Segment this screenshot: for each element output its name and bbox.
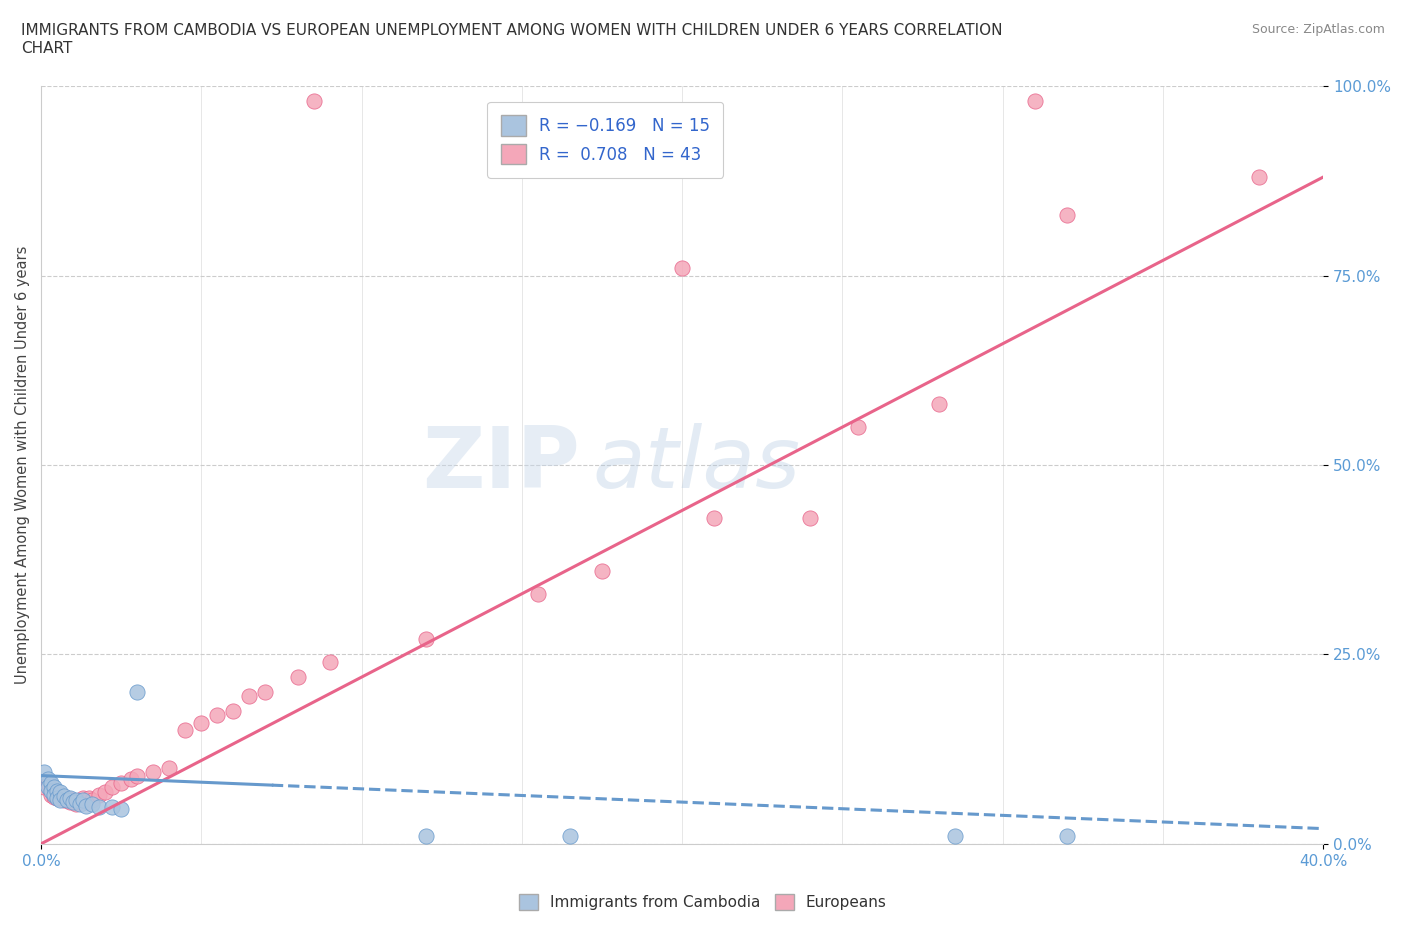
Point [943,829,966,844]
Point [75,799,97,814]
Point [87,800,110,815]
Point [100,779,122,794]
Point [82,792,104,807]
Point [157,761,180,776]
Point [928,397,950,412]
Point [39,776,62,790]
Legend: R = −0.169   N = 15, R =  0.708   N = 43: R = −0.169 N = 15, R = 0.708 N = 43 [488,102,723,178]
Legend: Immigrants from Cambodia, Europeans: Immigrants from Cambodia, Europeans [512,886,894,918]
Point [39,783,62,798]
Point [527,586,550,601]
Point [87,787,110,802]
Point [62,792,84,807]
Point [39,783,62,798]
Y-axis label: Unemployment Among Women with Children Under 6 years: Unemployment Among Women with Children U… [15,246,30,684]
Point [799,511,821,525]
Point [65,797,87,812]
Text: atlas: atlas [592,423,800,507]
Point [287,670,309,684]
Point [591,564,613,578]
Point [52,789,75,804]
Point [69,794,91,809]
Point [37,772,59,787]
Point [671,260,693,275]
Point [37,779,59,794]
Point [94,785,117,800]
Point [207,708,229,723]
Point [42,785,65,800]
Point [34,779,56,794]
Point [49,792,72,807]
Point [37,776,59,790]
Point [62,794,84,809]
Point [46,790,69,805]
Text: ZIP: ZIP [422,423,579,507]
Point [142,764,165,779]
Point [1024,94,1046,109]
Point [558,829,581,844]
Point [77,790,100,805]
Point [42,790,65,804]
Point [127,684,149,699]
Point [55,792,77,807]
Point [49,785,72,800]
Point [415,829,437,844]
Point [59,794,82,809]
Point [848,419,870,434]
Point [302,94,325,109]
Point [34,764,56,779]
Point [120,772,142,787]
Point [55,790,77,805]
Point [238,688,260,703]
Point [42,787,65,802]
Point [222,704,245,719]
Point [46,783,69,798]
Text: IMMIGRANTS FROM CAMBODIA VS EUROPEAN UNEMPLOYMENT AMONG WOMEN WITH CHILDREN UNDE: IMMIGRANTS FROM CAMBODIA VS EUROPEAN UNE… [21,23,1002,56]
Point [72,790,94,805]
Point [415,631,437,646]
Point [174,723,197,737]
Point [39,787,62,802]
Point [69,797,91,812]
Point [82,797,104,812]
Point [1249,169,1271,184]
Point [703,511,725,525]
Point [254,684,277,699]
Point [52,792,75,807]
Point [75,794,97,809]
Point [46,790,69,805]
Text: Source: ZipAtlas.com: Source: ZipAtlas.com [1251,23,1385,36]
Point [72,792,94,807]
Point [127,768,149,783]
Point [49,790,72,804]
Point [110,776,132,790]
Point [46,787,69,802]
Point [1056,829,1078,844]
Point [1056,207,1078,222]
Point [190,715,212,730]
Point [65,792,87,807]
Point [318,655,340,670]
Point [100,800,122,815]
Point [59,790,82,805]
Point [110,802,132,817]
Point [42,779,65,794]
